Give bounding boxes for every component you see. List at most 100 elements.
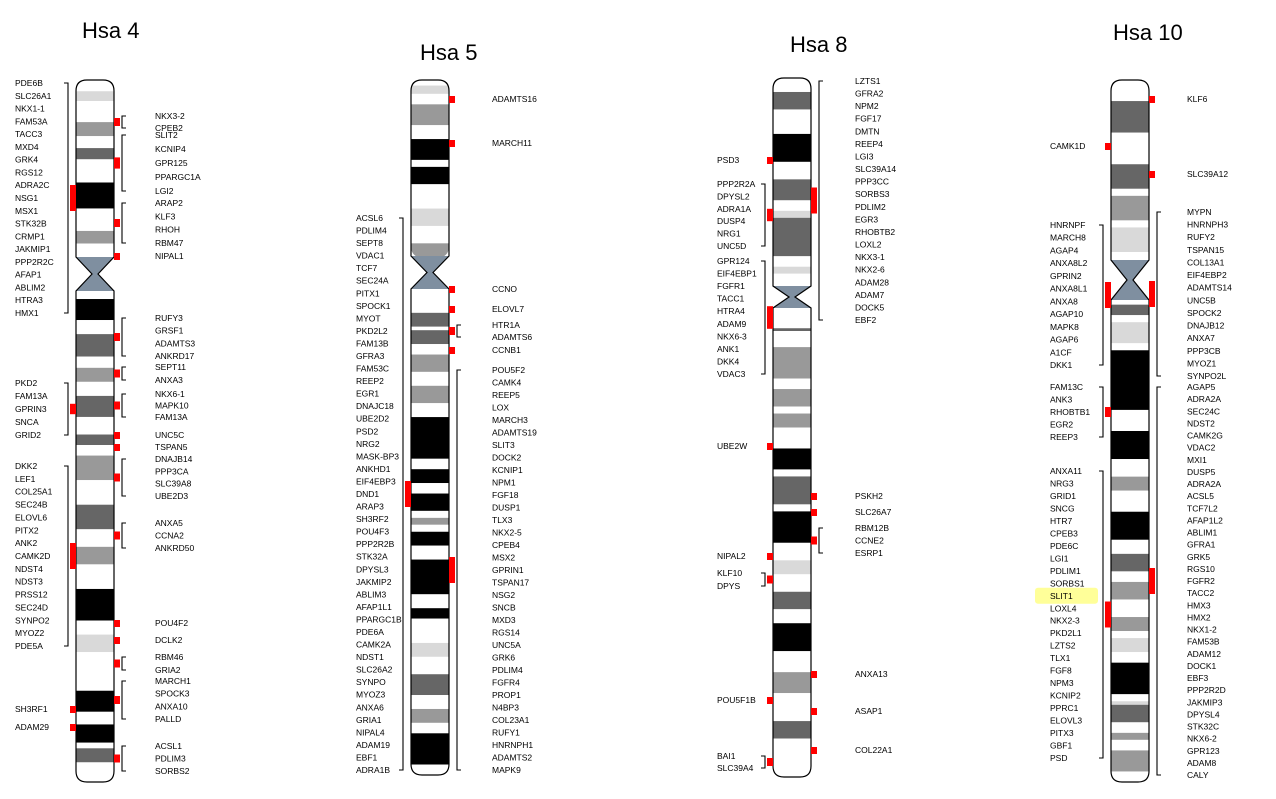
band	[76, 208, 114, 231]
band	[411, 531, 449, 546]
gene-label: ADAMTS19	[492, 428, 537, 438]
band	[1111, 652, 1149, 663]
location-mark	[811, 671, 817, 678]
band	[76, 416, 114, 435]
gene-label: PITX1	[356, 288, 380, 298]
band	[1111, 662, 1149, 695]
gene-label: SPOCK3	[155, 689, 190, 699]
gene-label: NKX1-1	[15, 104, 45, 114]
location-mark	[811, 509, 817, 516]
gene-group: HNRNPF MARCH8 AGAP4 ANXA8L2 GPRIN2 ANXA8L1 ANX…	[1050, 220, 1111, 370]
gene-label: HNRNPH3	[1187, 220, 1228, 230]
band	[773, 161, 811, 180]
gene-label: UBE2W	[717, 441, 747, 451]
band	[773, 413, 811, 428]
gene-label: MAPK8	[1050, 322, 1079, 332]
gene-label: EBF2	[855, 315, 877, 325]
gene-label: GRID1	[1050, 491, 1076, 501]
gene-label: FGF17	[855, 114, 882, 124]
gene-label: TLX1	[1050, 653, 1071, 663]
gene-label: FAM53C	[356, 364, 389, 374]
band	[411, 354, 449, 372]
band	[411, 330, 449, 345]
gene-label: GPR123	[1187, 746, 1220, 756]
band	[1111, 431, 1149, 460]
gene-label: DUSP5	[1187, 467, 1216, 477]
band	[773, 256, 811, 267]
band	[1111, 315, 1149, 323]
gene-bracket	[121, 458, 126, 497]
location-mark	[811, 493, 817, 500]
gene-label: PDE6C	[1050, 541, 1078, 551]
gene-label: LGI2	[155, 186, 174, 196]
gene-label: DPYS	[717, 581, 740, 591]
gene-label: PITX2	[15, 525, 39, 535]
band	[411, 656, 449, 675]
gene-label: GPRIN2	[1050, 271, 1082, 281]
gene-group: KLF6	[1149, 94, 1208, 104]
band	[76, 455, 114, 481]
location-mark	[767, 443, 773, 450]
band	[411, 674, 449, 696]
location-mark	[114, 696, 120, 704]
gene-label: GFRA2	[855, 89, 884, 99]
gene-label: GRK5	[1187, 552, 1210, 562]
gene-label: EIF4EBP3	[356, 476, 396, 486]
band	[76, 320, 114, 335]
gene-label: DCLK2	[155, 635, 183, 645]
band	[411, 243, 449, 258]
gene-label: ARAP2	[155, 198, 183, 208]
band	[411, 517, 449, 525]
gene-label: PRSS12	[15, 590, 48, 600]
gene-label: FGF8	[1050, 666, 1072, 676]
band	[76, 690, 114, 712]
band	[1111, 227, 1149, 252]
gene-label: NDST3	[15, 577, 43, 587]
gene-group: COL22A1	[811, 745, 893, 755]
gene-label: GRIA1	[356, 715, 382, 725]
gene-group: ANXA13	[811, 669, 888, 679]
gene-label: FAM13A	[15, 391, 48, 401]
gene-label: RBM12B	[855, 523, 889, 533]
band	[1111, 459, 1149, 477]
gene-label: ADAM28	[855, 277, 889, 287]
gene-label: ADAMTS2	[492, 753, 532, 763]
gene-label: KLF6	[1187, 94, 1208, 104]
gene-bracket	[121, 134, 126, 192]
gene-label: PKD2	[15, 378, 37, 388]
gene-label: NKX3-2	[155, 111, 185, 121]
gene-bracket	[761, 260, 766, 375]
gene-label: MYOZ2	[15, 628, 45, 638]
band	[411, 326, 449, 331]
gene-label: JAKMIP2	[356, 577, 392, 587]
gene-label: ADRA2A	[1187, 394, 1221, 404]
chromosome-bands	[773, 78, 811, 777]
gene-label: DOCK1	[1187, 661, 1217, 671]
band	[411, 312, 449, 327]
location-mark	[811, 536, 817, 545]
chromosome-bands	[1111, 80, 1149, 782]
gene-label: REEP3	[1050, 432, 1078, 442]
gene-bracket	[121, 522, 126, 549]
gene-group: LZTS1 GFRA2 NPM2 FGF17 DMTN REEP4 LGI3 SLC39A14…	[811, 76, 896, 325]
gene-label: VDAC2	[1187, 443, 1216, 453]
gene-label: NSG1	[15, 193, 38, 203]
band	[411, 722, 449, 734]
gene-label: STK32B	[15, 219, 47, 229]
band	[1111, 476, 1149, 491]
gene-label: DKK2	[15, 461, 37, 471]
gene-label: HMX2	[1187, 612, 1211, 622]
gene-label: SNCG	[1050, 503, 1075, 513]
gene-label: MYOZ3	[356, 690, 386, 700]
gene-label: LOXL2	[855, 240, 882, 250]
band	[76, 546, 114, 565]
gene-label: POU4F2	[155, 618, 188, 628]
gene-label: EGR3	[855, 214, 878, 224]
gene-label: PPP3CB	[1187, 346, 1221, 356]
gene-label: PPP2R2C	[15, 257, 54, 267]
gene-label: AGAP4	[1050, 245, 1079, 255]
location-mark	[767, 697, 773, 704]
gene-bracket	[64, 465, 69, 647]
band	[76, 748, 114, 763]
gene-group: ASAP1	[811, 706, 883, 716]
